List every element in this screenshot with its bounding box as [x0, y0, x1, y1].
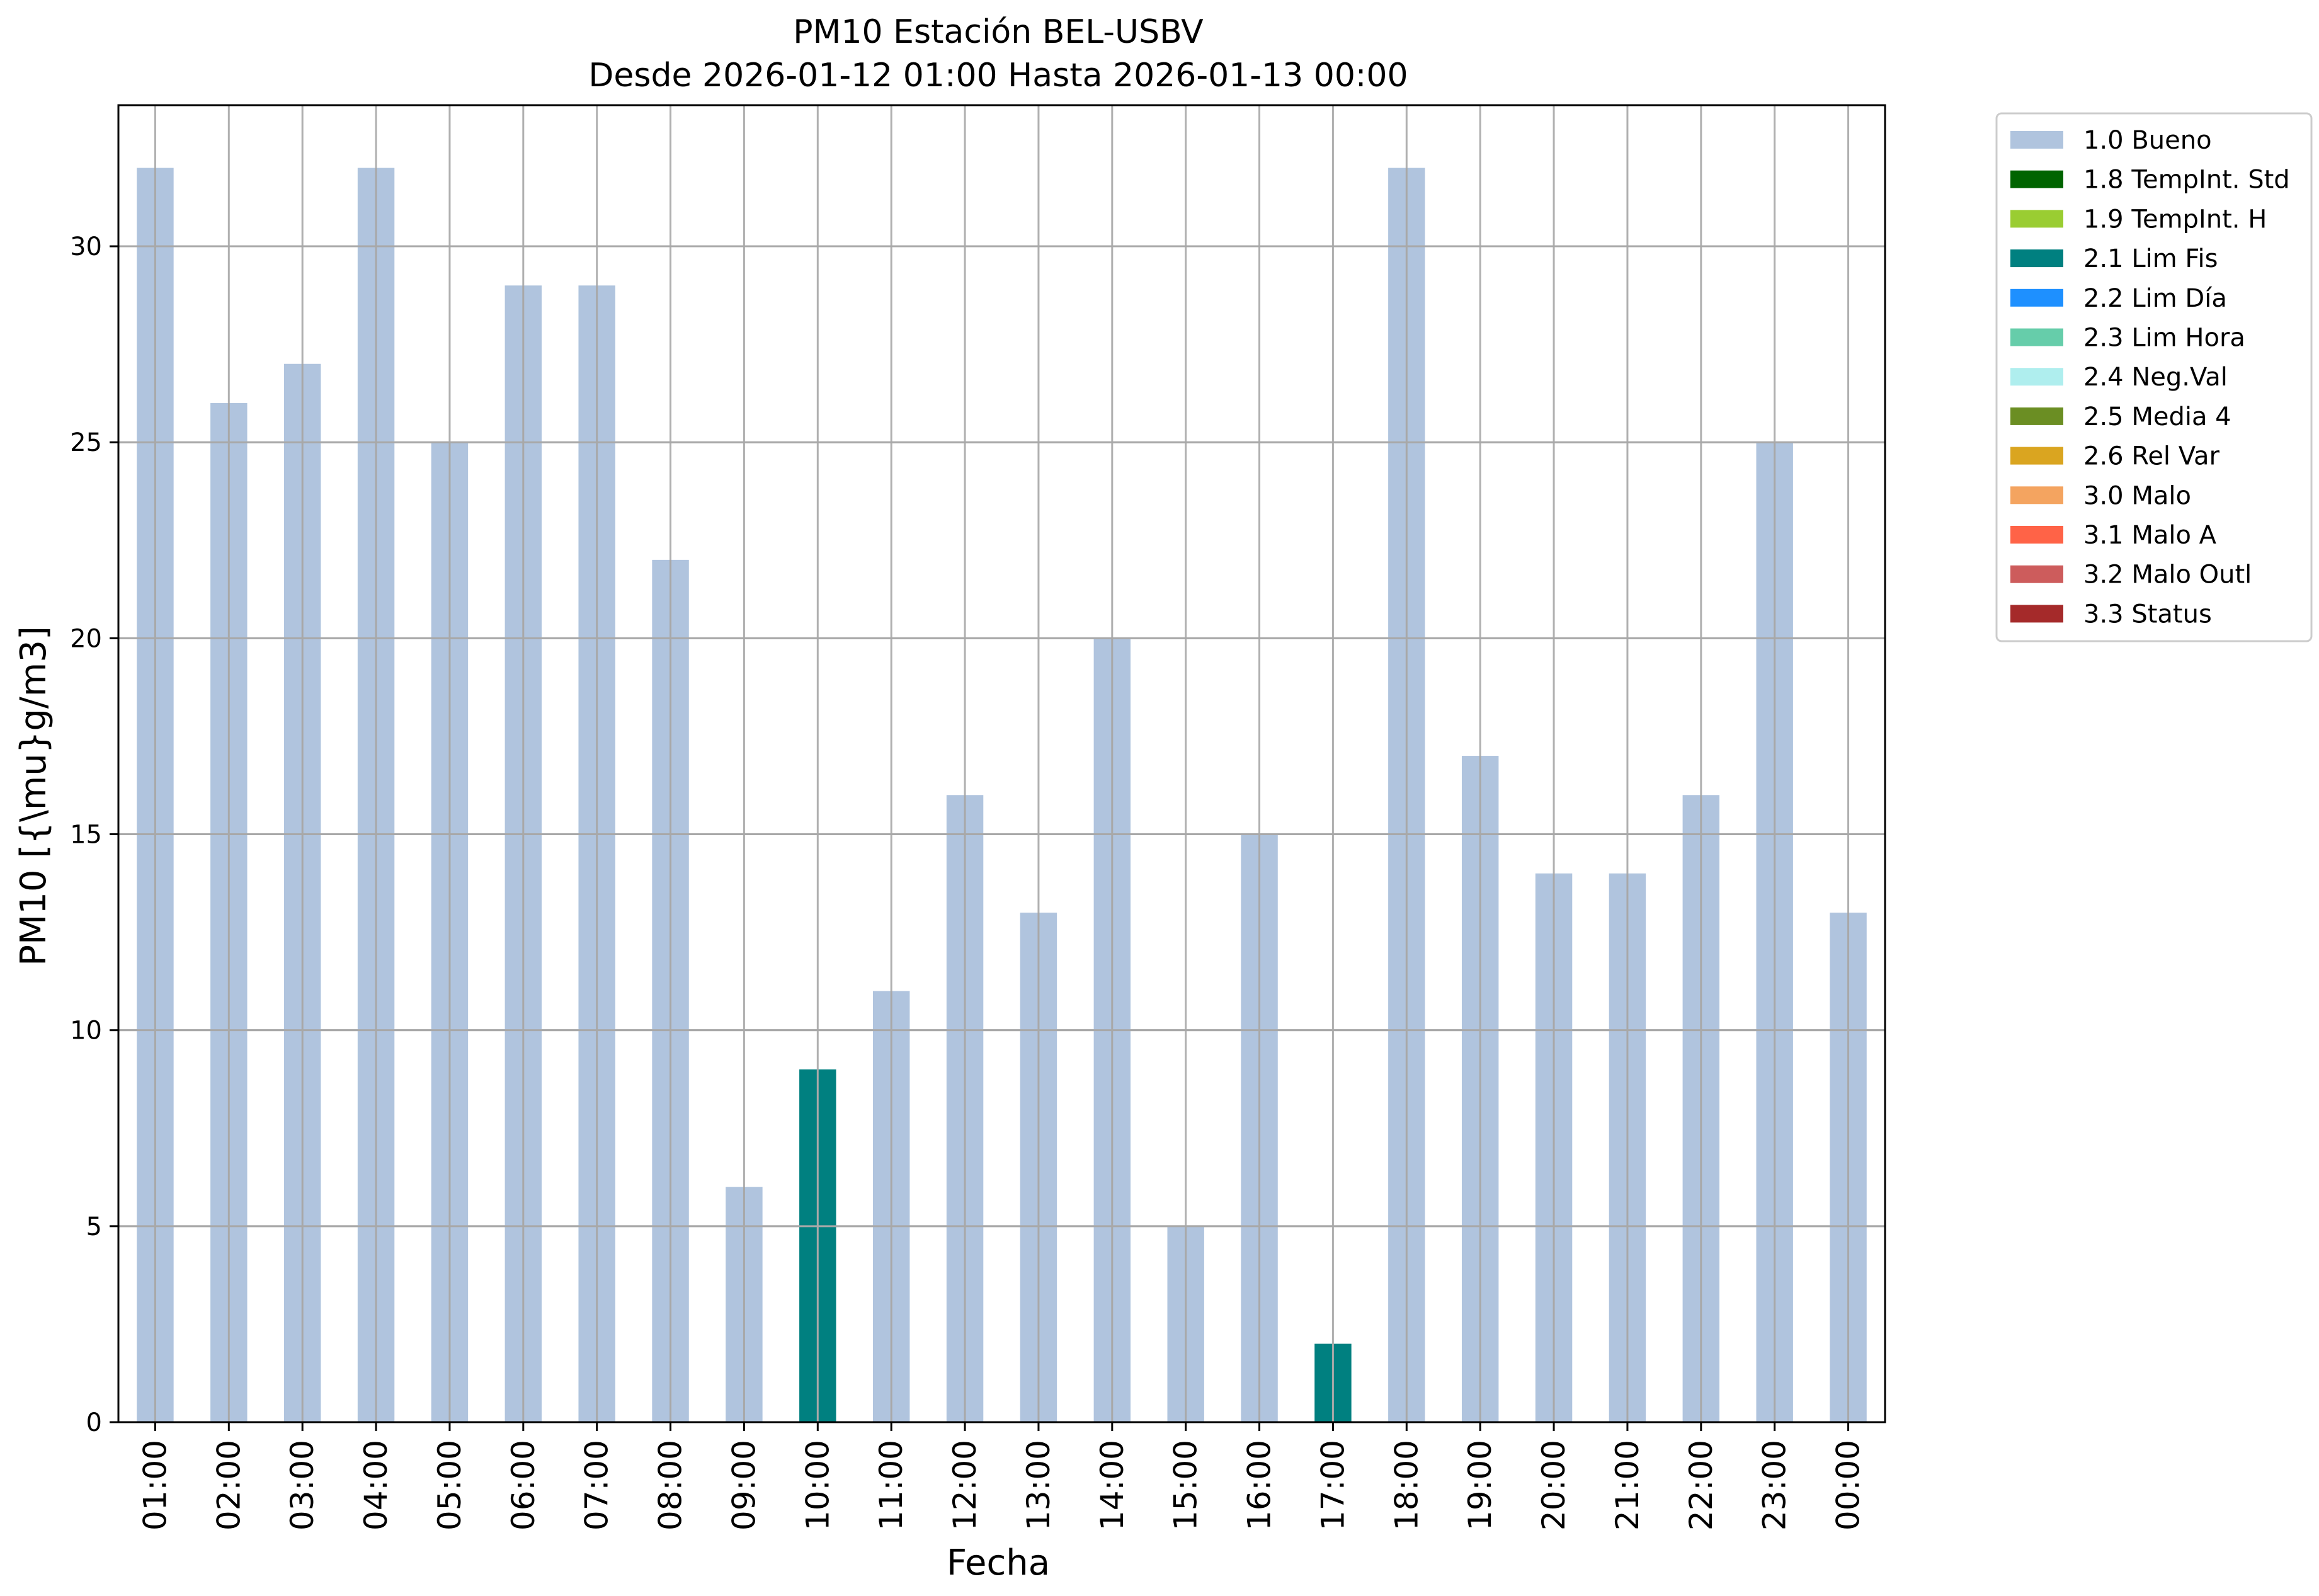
x-tick-label: 19:00 [1462, 1440, 1498, 1530]
legend: 1.0 Bueno 1.8 TempInt. Std 1.9 TempInt. H 2… [1995, 112, 2313, 642]
x-tick-label: 00:00 [1830, 1440, 1867, 1530]
legend-label: 2.3 Lim Hora [2083, 324, 2245, 353]
legend-swatch [2010, 249, 2063, 268]
x-tick-label: 06:00 [505, 1440, 542, 1530]
x-tick-label: 12:00 [947, 1440, 983, 1530]
x-tick-label: 16:00 [1241, 1440, 1278, 1530]
x-tick-label: 23:00 [1757, 1440, 1793, 1530]
x-tick-label: 03:00 [284, 1440, 321, 1530]
legend-swatch [2010, 170, 2063, 188]
legend-swatch [2010, 131, 2063, 149]
x-axis-label: Fecha [947, 1542, 1050, 1583]
bars [118, 168, 1885, 1423]
legend-swatch [2010, 407, 2063, 425]
y-axis-label: PM10 [{\mu}g/m3] [13, 626, 54, 966]
legend-swatch [2010, 368, 2063, 386]
x-tick-label: 22:00 [1683, 1440, 1719, 1530]
y-tick-label: 15 [70, 821, 102, 850]
legend-label: 3.0 Malo [2083, 481, 2191, 510]
legend-label: 2.6 Rel Var [2083, 442, 2220, 471]
legend-label: 2.2 Lim Día [2083, 284, 2227, 313]
y-tick-label: 0 [86, 1408, 102, 1437]
legend-swatch [2010, 526, 2063, 544]
legend-swatch [2010, 605, 2063, 623]
legend-box [1995, 112, 2313, 642]
legend-label: 1.8 TempInt. Std [2083, 166, 2290, 195]
x-tick-label: 15:00 [1168, 1440, 1204, 1530]
x-tick-label: 18:00 [1388, 1440, 1425, 1530]
y-tick-label: 25 [70, 428, 102, 457]
x-tick-label: 01:00 [137, 1440, 173, 1530]
y-tick-label: 30 [70, 232, 102, 261]
x-tick-label: 10:00 [799, 1440, 836, 1530]
x-tick-label: 21:00 [1609, 1440, 1646, 1530]
x-tick-label: 08:00 [652, 1440, 689, 1530]
legend-swatch [2010, 288, 2063, 307]
legend-label: 3.1 Malo A [2083, 521, 2217, 550]
legend-swatch [2010, 328, 2063, 346]
legend-label: 1.0 Bueno [2083, 126, 2212, 155]
legend-label: 1.9 TempInt. H [2083, 205, 2267, 234]
x-tick-label: 02:00 [210, 1440, 247, 1530]
legend-swatch [2010, 565, 2063, 583]
x-tick-label: 13:00 [1020, 1440, 1057, 1530]
x-tick-label: 17:00 [1314, 1440, 1351, 1530]
x-tick-label: 07:00 [579, 1440, 615, 1530]
legend-label: 2.1 Lim Fis [2083, 244, 2218, 273]
x-tick-label: 20:00 [1536, 1440, 1572, 1530]
x-tick-label: 04:00 [358, 1440, 394, 1530]
x-tick-label: 14:00 [1094, 1440, 1131, 1530]
y-tick-label: 10 [70, 1017, 102, 1046]
plot-frame [117, 104, 1886, 1423]
axes: 0 5 10 15 20 25 30 01:00 02:00 03:00 04:00 05:00 06:… [70, 232, 1866, 1530]
legend-swatch [2010, 447, 2063, 465]
x-tick-label: 05:00 [431, 1440, 468, 1530]
legend-label: 2.5 Media 4 [2083, 402, 2231, 431]
x-tick-label: 11:00 [873, 1440, 909, 1530]
y-tick-label: 5 [86, 1212, 102, 1241]
legend-label: 3.2 Malo Outl [2083, 561, 2252, 590]
legend-label: 3.3 Status [2083, 600, 2212, 629]
legend-swatch [2010, 486, 2063, 504]
legend-swatch [2010, 210, 2063, 228]
y-tick-label: 20 [70, 624, 102, 653]
chart-subtitle: Desde 2026-01-12 01:00 Hasta 2026-01-13 … [588, 57, 1408, 94]
chart-title: PM10 Estación BEL-USBV [793, 13, 1204, 51]
legend-label: 2.4 Neg.Val [2083, 363, 2228, 392]
x-tick-label: 09:00 [726, 1440, 762, 1530]
